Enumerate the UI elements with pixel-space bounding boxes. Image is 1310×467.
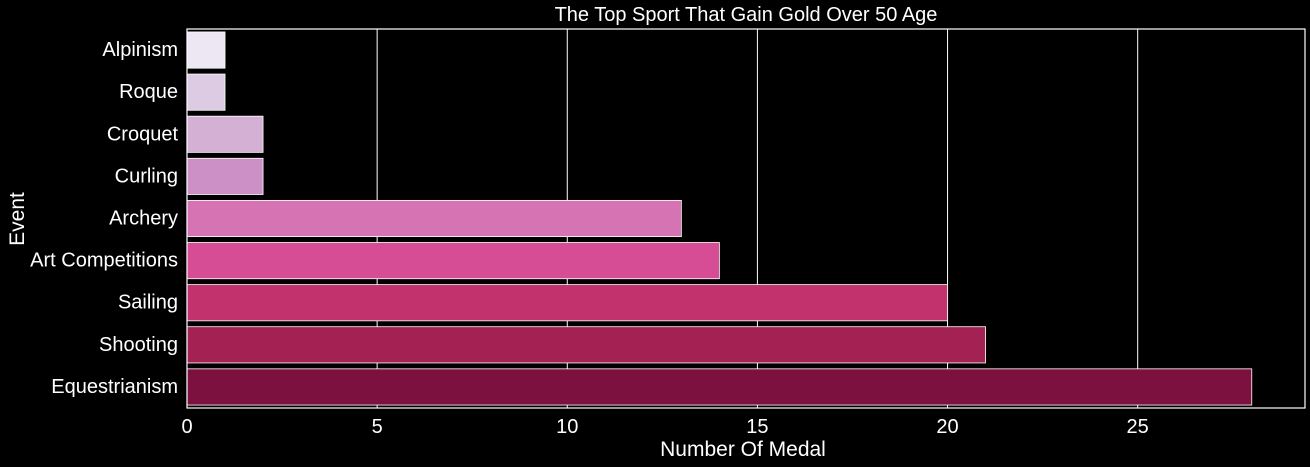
bar-archery [186, 199, 682, 238]
x-axis-label: Number Of Medal [660, 438, 826, 461]
bar-croquet [186, 115, 264, 153]
x-tick-label: 15 [746, 416, 768, 438]
bar-shooting [186, 326, 986, 364]
x-tick-label: 25 [1127, 416, 1149, 438]
bar-alpinism [186, 31, 226, 69]
y-tick-label: Art Competitions [30, 250, 178, 272]
bars [186, 31, 1253, 406]
x-axis-ticks: 0 5 10 15 20 25 [181, 416, 1148, 438]
y-axis-label: Event [6, 192, 29, 246]
y-axis-ticks: Alpinism Roque Croquet Curling Archery Art Co… [30, 39, 178, 398]
bar-art-competitions [186, 242, 720, 280]
y-tick-label: Croquet [107, 123, 179, 145]
y-tick-label: Curling [115, 165, 178, 187]
bar-roque [186, 73, 226, 111]
bar-sailing [186, 284, 948, 322]
bar-curling [186, 157, 264, 195]
y-tick-label: Shooting [99, 334, 178, 356]
plot-frame [186, 28, 1306, 409]
x-tick-label: 20 [936, 416, 958, 438]
y-tick-label: Alpinism [102, 39, 178, 61]
y-tick-label: Archery [109, 208, 178, 230]
chart-title: The Top Sport That Gain Gold Over 50 Age [555, 4, 938, 26]
y-tick-label: Roque [119, 81, 178, 103]
y-tick-label: Equestrianism [51, 376, 178, 398]
x-tick-label: 0 [181, 416, 192, 438]
bar-equestrianism [186, 368, 1253, 406]
x-tick-label: 5 [372, 416, 383, 438]
x-tick-label: 10 [556, 416, 578, 438]
y-tick-label: Sailing [118, 292, 178, 314]
